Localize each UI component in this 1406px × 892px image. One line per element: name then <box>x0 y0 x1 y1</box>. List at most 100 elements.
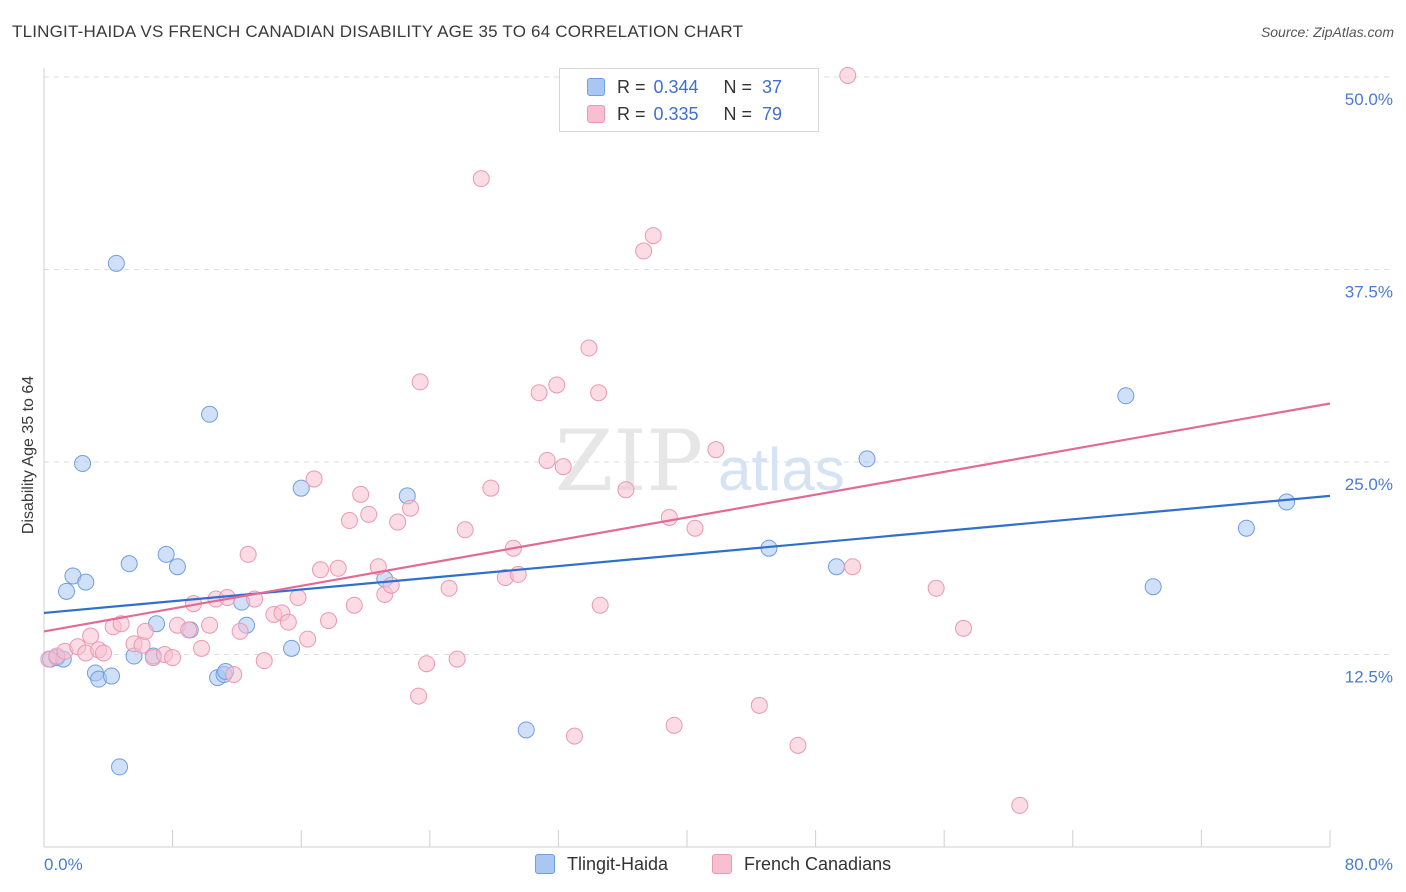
french-canadians-point <box>305 470 323 488</box>
correlation-legend: R = 0.344 N = 37 R = 0.335 N = 79 <box>559 68 819 132</box>
grid-lines <box>44 76 1394 655</box>
french-canadians-point <box>279 613 297 631</box>
tlingit-haida-point <box>283 639 301 657</box>
french-canadians-point <box>133 636 151 654</box>
french-canadians-point <box>482 479 500 497</box>
chart-title: TLINGIT-HAIDA VS FRENCH CANADIAN DISABIL… <box>12 22 744 41</box>
y-tick-label: 25.0% <box>1345 475 1393 494</box>
french-canadians-point <box>472 170 490 188</box>
french-canadians-point <box>789 736 807 754</box>
french-canadians-point <box>352 485 370 503</box>
french-canadians-point <box>411 373 429 391</box>
french-canadians-point <box>448 650 466 668</box>
legend-r-value: 0.335 <box>653 103 699 124</box>
x-tick-label: 80.0% <box>1345 855 1393 874</box>
french-canadians-trend-line <box>43 402 1331 633</box>
legend-r-value: 0.344 <box>653 76 699 97</box>
y-tick-label: 50.0% <box>1345 90 1393 109</box>
legend-row-tlingit-haida: R = 0.344 N = 37 <box>560 74 782 100</box>
french-canadians-point <box>617 481 635 499</box>
french-canadians-point <box>136 622 154 640</box>
legend-r-label: R = <box>617 103 646 124</box>
french-canadians-point <box>193 639 211 657</box>
trend-lines <box>43 402 1331 633</box>
tlingit-haida-point <box>1278 493 1296 511</box>
french-canadians-point <box>580 339 598 357</box>
french-canadians-point <box>440 579 458 597</box>
french-canadians-point <box>299 630 317 648</box>
french-canadians-point <box>94 644 112 662</box>
tlingit-haida-point <box>74 455 92 473</box>
tlingit-haida-point <box>157 545 175 563</box>
french-canadians-point <box>410 687 428 705</box>
french-canadians-point <box>635 242 653 260</box>
watermark: ZIP atlas <box>555 412 845 510</box>
french-canadians-point <box>591 596 609 614</box>
source-label: Source: ZipAtlas.com <box>1260 24 1394 40</box>
bottom-legend-french-canadians: French Canadians <box>712 852 891 876</box>
french-canadians-point <box>340 512 358 530</box>
french-canadians-point <box>255 652 273 670</box>
tlingit-haida-point <box>168 558 186 576</box>
bottom-legend-swatch-pink <box>712 854 732 874</box>
tlingit-haida-point <box>201 405 219 423</box>
french-canadians-point <box>565 727 583 745</box>
french-canadians-point <box>548 376 566 394</box>
bottom-legend-swatch-blue <box>535 854 555 874</box>
tlingit-haida-point <box>120 555 138 573</box>
french-canadians-point <box>707 441 725 459</box>
french-canadians-point <box>360 505 378 523</box>
french-canadians-point <box>590 384 608 402</box>
french-canadians-point <box>530 384 548 402</box>
tlingit-haida-point <box>111 758 129 776</box>
french-canadians-point <box>329 559 347 577</box>
french-canadians-point <box>418 655 436 673</box>
french-canadians-point <box>750 696 768 714</box>
french-canadians-point <box>311 561 329 579</box>
french-canadians-point <box>686 519 704 537</box>
french-canadians-point <box>402 499 420 517</box>
french-canadians-point <box>844 558 862 576</box>
french-canadians-point <box>456 521 474 539</box>
bottom-legend-tlingit-haida: Tlingit-Haida <box>535 852 668 876</box>
tick-labels: 12.5% 25.0% 37.5% 50.0% 0.0% 80.0% <box>44 90 1393 874</box>
tlingit-haida-point <box>58 582 76 600</box>
tlingit-haida-point <box>1144 578 1162 596</box>
french-canadians-point <box>389 513 407 531</box>
legend-n-value: 79 <box>762 103 783 124</box>
french-canadians-point <box>289 589 307 607</box>
french-canadians-point <box>231 622 249 640</box>
french-canadians-point <box>382 576 400 594</box>
y-tick-label: 37.5% <box>1345 283 1393 302</box>
tlingit-haida-point <box>517 721 535 739</box>
french-canadians-point <box>164 649 182 667</box>
legend-swatch-pink <box>587 105 605 123</box>
legend-row-french-canadians: R = 0.335 N = 79 <box>560 101 782 127</box>
legend-n-value: 37 <box>762 76 783 97</box>
french-canadians-point <box>82 627 100 645</box>
y-tick-label: 12.5% <box>1345 668 1393 687</box>
french-canadians-point <box>954 619 972 637</box>
tlingit-haida-trend-line <box>43 494 1331 615</box>
bottom-legend-label: French Canadians <box>744 853 892 874</box>
french-canadians-point <box>554 458 572 476</box>
french-canadians-point <box>239 545 257 563</box>
tlingit-haida-point <box>1117 387 1135 405</box>
french-canadians-point <box>225 666 243 684</box>
french-canadians-point <box>112 615 130 633</box>
tlingit-haida-point <box>77 573 95 591</box>
data-points <box>40 66 1296 814</box>
legend-n-label: N = <box>723 103 753 124</box>
french-canadians-point <box>665 716 683 734</box>
french-canadians-point <box>180 621 198 639</box>
x-tick-label: 0.0% <box>44 855 83 874</box>
tlingit-haida-point <box>292 479 310 497</box>
french-canadians-point <box>660 508 678 526</box>
french-canadians-point <box>320 612 338 630</box>
french-canadians-point <box>839 66 857 84</box>
legend-r-label: R = <box>617 76 646 97</box>
legend-n-label: N = <box>723 76 753 97</box>
french-canadians-point <box>201 616 219 634</box>
tlingit-haida-point <box>1237 519 1255 537</box>
